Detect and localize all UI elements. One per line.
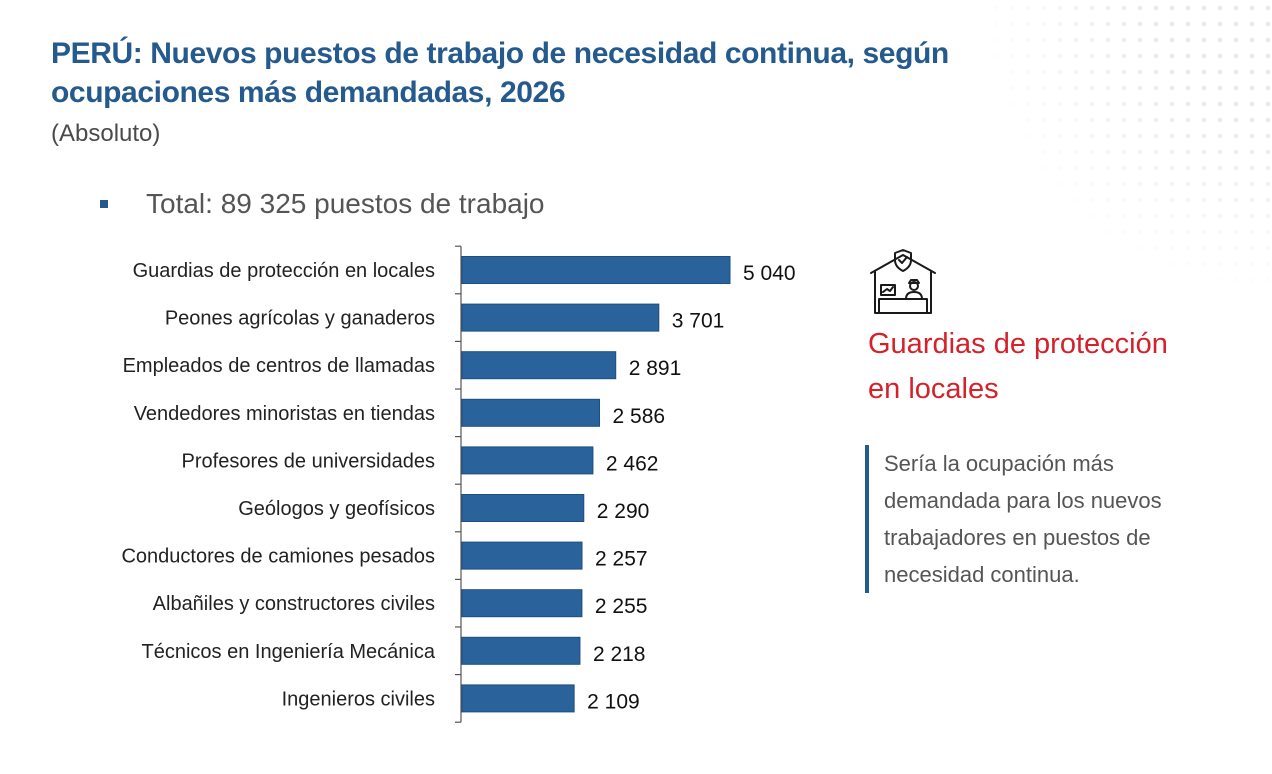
category-label: Técnicos en Ingeniería Mecánica [142,641,436,663]
category-label: Guardias de protección en locales [133,260,435,282]
dot-pattern-decoration [972,0,1272,300]
bar [461,541,583,570]
bar [461,446,594,475]
category-label: Ingenieros civiles [282,688,435,710]
bar [461,398,601,427]
category-label: Vendedores minoristas en tiendas [134,403,435,425]
total-summary: Total: 89 325 puestos de trabajo [100,188,545,220]
data-label: 2 109 [587,690,640,713]
bar [461,256,731,284]
category-label: Empleados de centros de llamadas [123,355,435,377]
data-label: 3 701 [672,310,725,333]
chart-subtitle: (Absoluto) [51,120,161,147]
data-label: 2 255 [595,595,648,618]
category-label: Albañiles y constructores civiles [153,593,435,615]
bar [461,351,617,380]
data-label: 2 891 [629,357,682,380]
security-guard-booth-icon [869,249,937,315]
bar [461,636,581,665]
data-label: 2 462 [606,452,659,475]
bar-chart: Guardias de protección en locales 5 040 Pe… [121,245,796,723]
bullet-icon [100,200,108,208]
highlight-note: Sería la ocupación más demandada para lo… [865,445,1184,593]
bar [461,589,583,618]
data-label: 2 218 [593,643,646,666]
data-label: 5 040 [743,262,796,285]
data-label: 2 290 [597,500,650,523]
category-label: Conductores de camiones pesados [121,546,435,568]
bar [461,494,585,522]
highlight-occupation: Guardias de protección en locales [868,328,1168,405]
chart-title: PERÚ: Nuevos puestos de trabajo de neces… [51,37,949,109]
bar [461,684,575,713]
category-label: Peones agrícolas y ganaderos [165,308,435,330]
bar [461,303,660,332]
total-text: Total: 89 325 puestos de trabajo [146,188,545,219]
category-label: Profesores de universidades [182,450,435,472]
data-label: 2 257 [595,548,648,571]
data-label: 2 586 [613,405,666,428]
category-label: Geólogos y geofísicos [238,498,435,520]
